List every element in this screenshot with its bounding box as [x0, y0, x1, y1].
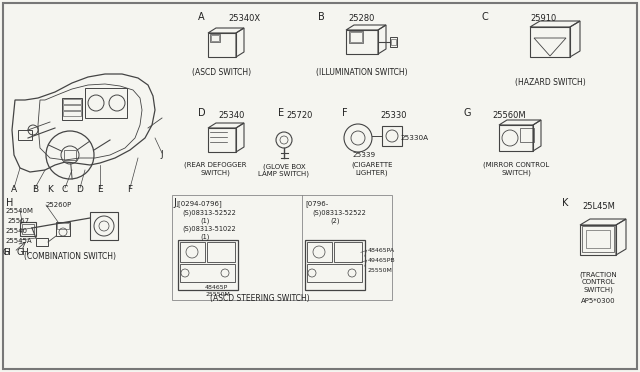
Text: 48465P: 48465P [205, 285, 228, 290]
Bar [180, 242, 205, 262]
Text: (1): (1) [200, 218, 209, 224]
Text: H: H [6, 198, 13, 208]
Text: 48465PA: 48465PA [368, 248, 395, 253]
Bar [586, 230, 610, 248]
Bar [207, 242, 235, 262]
Bar [18, 130, 32, 140]
Text: A: A [11, 185, 17, 194]
Bar [57, 223, 69, 229]
Bar [36, 238, 48, 246]
Bar [62, 98, 82, 120]
Bar [210, 34, 220, 42]
Bar [307, 242, 332, 262]
Text: 25339: 25339 [352, 152, 375, 158]
Text: 25560M: 25560M [492, 111, 525, 120]
Text: F: F [127, 185, 132, 194]
Text: 25330A: 25330A [400, 135, 428, 141]
Text: 25340: 25340 [218, 111, 244, 120]
Text: K: K [47, 185, 53, 194]
Text: 25540: 25540 [6, 228, 28, 234]
Bar [90, 212, 118, 240]
Text: AP5*0300: AP5*0300 [580, 298, 615, 304]
Text: D: D [77, 185, 83, 194]
Text: 25330: 25330 [380, 111, 406, 120]
Bar [64, 150, 76, 160]
Bar [22, 224, 34, 234]
Text: (ILLUMINATION SWITCH): (ILLUMINATION SWITCH) [316, 68, 408, 77]
Text: 25260P: 25260P [46, 202, 72, 208]
Text: B: B [318, 12, 324, 22]
Text: (REAR DEFOGGER
SWITCH): (REAR DEFOGGER SWITCH) [184, 162, 246, 176]
Text: (COMBINATION SWITCH): (COMBINATION SWITCH) [24, 252, 116, 261]
Text: (1): (1) [200, 234, 209, 241]
Text: [0796-: [0796- [305, 200, 328, 207]
Text: 25550M: 25550M [368, 268, 393, 273]
Bar [63, 99, 81, 104]
Bar [307, 264, 362, 282]
Text: C: C [62, 185, 68, 194]
Text: (HAZARD SWITCH): (HAZARD SWITCH) [515, 78, 586, 87]
Text: D: D [198, 108, 205, 118]
Text: (MIRROR CONTROL
SWITCH): (MIRROR CONTROL SWITCH) [483, 162, 549, 176]
Text: J: J [173, 198, 176, 208]
Text: G: G [3, 248, 10, 257]
Bar [334, 242, 362, 262]
Text: C: C [482, 12, 489, 22]
Text: H: H [3, 248, 10, 257]
Text: (ASCD STEERING SWITCH): (ASCD STEERING SWITCH) [210, 294, 310, 303]
Text: E: E [97, 185, 103, 194]
Text: G: G [463, 108, 470, 118]
Text: (GLOVE BOX
LAMP SWITCH): (GLOVE BOX LAMP SWITCH) [259, 163, 310, 177]
Text: E: E [278, 108, 284, 118]
Bar [582, 226, 614, 252]
Bar [63, 105, 81, 110]
Text: (S)08313-51022: (S)08313-51022 [182, 226, 236, 232]
Text: J: J [161, 150, 163, 159]
Bar [20, 222, 36, 236]
Text: 25540M: 25540M [6, 208, 34, 214]
Text: 49465PB: 49465PB [368, 258, 396, 263]
Text: G: G [17, 248, 24, 257]
Text: 25280: 25280 [348, 14, 374, 23]
Bar [390, 37, 397, 47]
Text: J[0294-0796]: J[0294-0796] [176, 200, 221, 207]
Text: 25550M: 25550M [205, 292, 230, 297]
Text: (CIGARETTE
LIGHTER): (CIGARETTE LIGHTER) [351, 162, 393, 176]
Bar [172, 195, 392, 300]
Text: 25545A: 25545A [6, 238, 33, 244]
Text: 25567: 25567 [8, 218, 30, 224]
Text: 25910: 25910 [530, 14, 556, 23]
Bar [178, 240, 238, 290]
Text: F: F [342, 108, 348, 118]
Text: H: H [22, 248, 28, 257]
Text: (S)08313-52522: (S)08313-52522 [312, 210, 366, 217]
Text: B: B [32, 185, 38, 194]
Bar [56, 222, 70, 236]
Bar [350, 32, 362, 42]
Text: 25L45M: 25L45M [582, 202, 615, 211]
Text: (TRACTION
CONTROL
SWITCH): (TRACTION CONTROL SWITCH) [579, 272, 617, 293]
Text: A: A [198, 12, 205, 22]
Text: 25340X: 25340X [228, 14, 260, 23]
Bar [180, 264, 235, 282]
Text: (ASCD SWITCH): (ASCD SWITCH) [193, 68, 252, 77]
Bar [382, 126, 402, 146]
Bar [349, 31, 363, 43]
Text: (S)08313-52522: (S)08313-52522 [182, 210, 236, 217]
Bar [391, 39, 396, 45]
Text: 25720: 25720 [286, 111, 312, 120]
Bar [85, 88, 127, 118]
Text: (2): (2) [330, 218, 339, 224]
Bar [520, 128, 534, 142]
Bar [63, 111, 81, 116]
Text: K: K [562, 198, 568, 208]
Bar [211, 35, 219, 41]
Bar [305, 240, 365, 290]
